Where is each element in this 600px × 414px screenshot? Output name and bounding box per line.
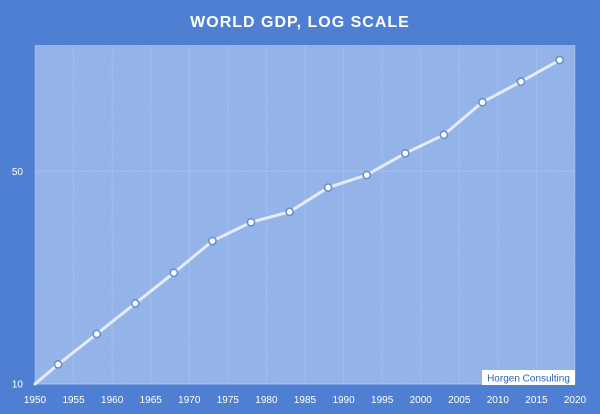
x-tick-label: 2015 xyxy=(525,395,548,406)
data-point xyxy=(478,97,487,107)
data-point xyxy=(208,236,217,246)
x-tick-label: 1985 xyxy=(294,395,317,406)
data-point xyxy=(246,217,256,227)
data-point xyxy=(92,329,102,339)
watermark-text: Horgen Consulting xyxy=(487,374,570,385)
watermark-badge: Horgen Consulting xyxy=(482,370,575,385)
x-tick-label: 1960 xyxy=(101,395,124,406)
y-tick-label: 10 xyxy=(12,380,24,391)
x-tick-label: 1950 xyxy=(24,395,47,406)
x-tick-label: 1980 xyxy=(255,395,278,406)
data-point xyxy=(285,207,294,217)
x-tick-label: 1975 xyxy=(217,395,240,406)
x-tick-label: 1990 xyxy=(332,395,355,406)
watermark-box xyxy=(482,370,575,385)
x-tick-label: 1965 xyxy=(140,395,163,406)
data-point xyxy=(362,170,372,180)
data-point xyxy=(169,268,179,278)
x-tick-label: 1970 xyxy=(178,395,201,406)
x-tick-label: 1955 xyxy=(62,395,85,406)
chart-title: WORLD GDP, LOG SCALE xyxy=(190,14,410,31)
x-tick-label: 2000 xyxy=(410,395,433,406)
data-point xyxy=(516,77,526,87)
x-tick-label: 2020 xyxy=(564,395,587,406)
x-tick-label: 2010 xyxy=(487,395,510,406)
x-tick-label: 1995 xyxy=(371,395,394,406)
data-point xyxy=(400,148,410,158)
data-point xyxy=(53,359,63,369)
x-tick-label: 2005 xyxy=(448,395,471,406)
series-layer xyxy=(33,55,564,386)
data-point xyxy=(323,183,333,192)
data-point xyxy=(130,299,140,308)
data-point xyxy=(439,130,449,140)
y-tick-label: 50 xyxy=(12,167,24,178)
data-point xyxy=(555,55,564,65)
